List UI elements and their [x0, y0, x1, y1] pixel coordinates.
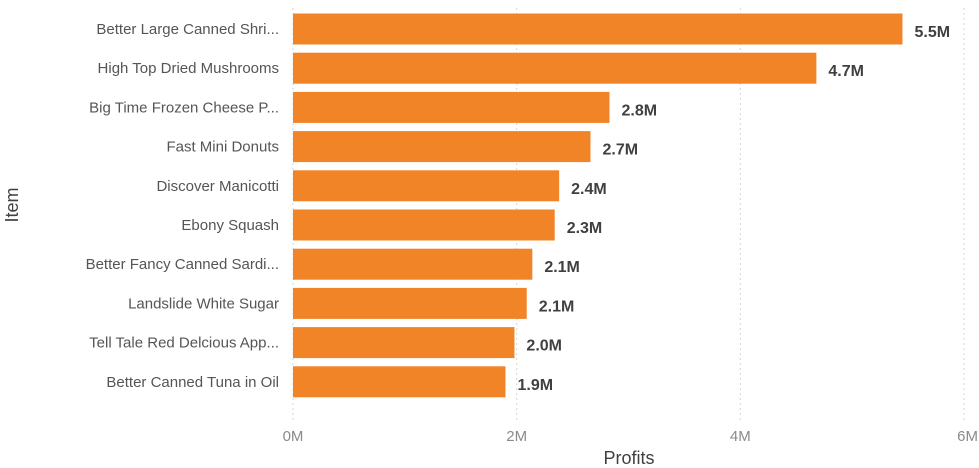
- bar[interactable]: [293, 327, 515, 359]
- bar[interactable]: [293, 366, 506, 398]
- x-tick-label: 4M: [730, 428, 751, 445]
- x-tick-label: 6M: [957, 428, 978, 445]
- category-label: Better Fancy Canned Sardi...: [86, 256, 279, 273]
- y-axis-title: Item: [2, 187, 22, 222]
- data-label: 2.3M: [567, 220, 603, 237]
- category-label: Tell Tale Red Delcious App...: [89, 335, 279, 352]
- bar[interactable]: [293, 170, 560, 202]
- bars: [293, 13, 903, 398]
- category-label: Big Time Frozen Cheese P...: [89, 99, 279, 116]
- data-label: 2.7M: [602, 142, 638, 159]
- data-label: 1.9M: [517, 377, 553, 394]
- data-label: 2.4M: [571, 181, 607, 198]
- x-tick-label: 2M: [506, 428, 527, 445]
- category-label: Fast Mini Donuts: [166, 139, 279, 156]
- data-label: 2.1M: [544, 259, 580, 276]
- x-axis-title: Profits: [603, 448, 654, 468]
- bar[interactable]: [293, 131, 591, 163]
- data-labels: 5.5M 4.7M 2.8M 2.7M 2.4M 2.3M 2.1M 2.1M 2.0M 1.9M: [517, 24, 950, 394]
- category-label: Discover Manicotti: [156, 178, 279, 195]
- bar[interactable]: [293, 248, 533, 280]
- category-label: Better Large Canned Shri...: [96, 21, 279, 38]
- x-tick-labels: 0M 2M 4M 6M: [283, 428, 978, 445]
- data-label: 5.5M: [914, 24, 950, 41]
- category-label: Ebony Squash: [181, 217, 279, 234]
- category-label: High Top Dried Mushrooms: [98, 60, 279, 77]
- bar[interactable]: [293, 13, 903, 45]
- data-label: 4.7M: [828, 63, 864, 80]
- category-label: Better Canned Tuna in Oil: [106, 374, 279, 391]
- bar[interactable]: [293, 287, 527, 319]
- bar[interactable]: [293, 91, 610, 123]
- data-label: 2.1M: [539, 298, 575, 315]
- data-label: 2.8M: [621, 102, 657, 119]
- bar[interactable]: [293, 52, 817, 84]
- data-label: 2.0M: [526, 338, 562, 355]
- category-label: Landslide White Sugar: [128, 295, 279, 312]
- bar[interactable]: [293, 209, 555, 241]
- category-labels: Better Large Canned Shri... High Top Drie…: [86, 21, 279, 391]
- x-tick-label: 0M: [283, 428, 304, 445]
